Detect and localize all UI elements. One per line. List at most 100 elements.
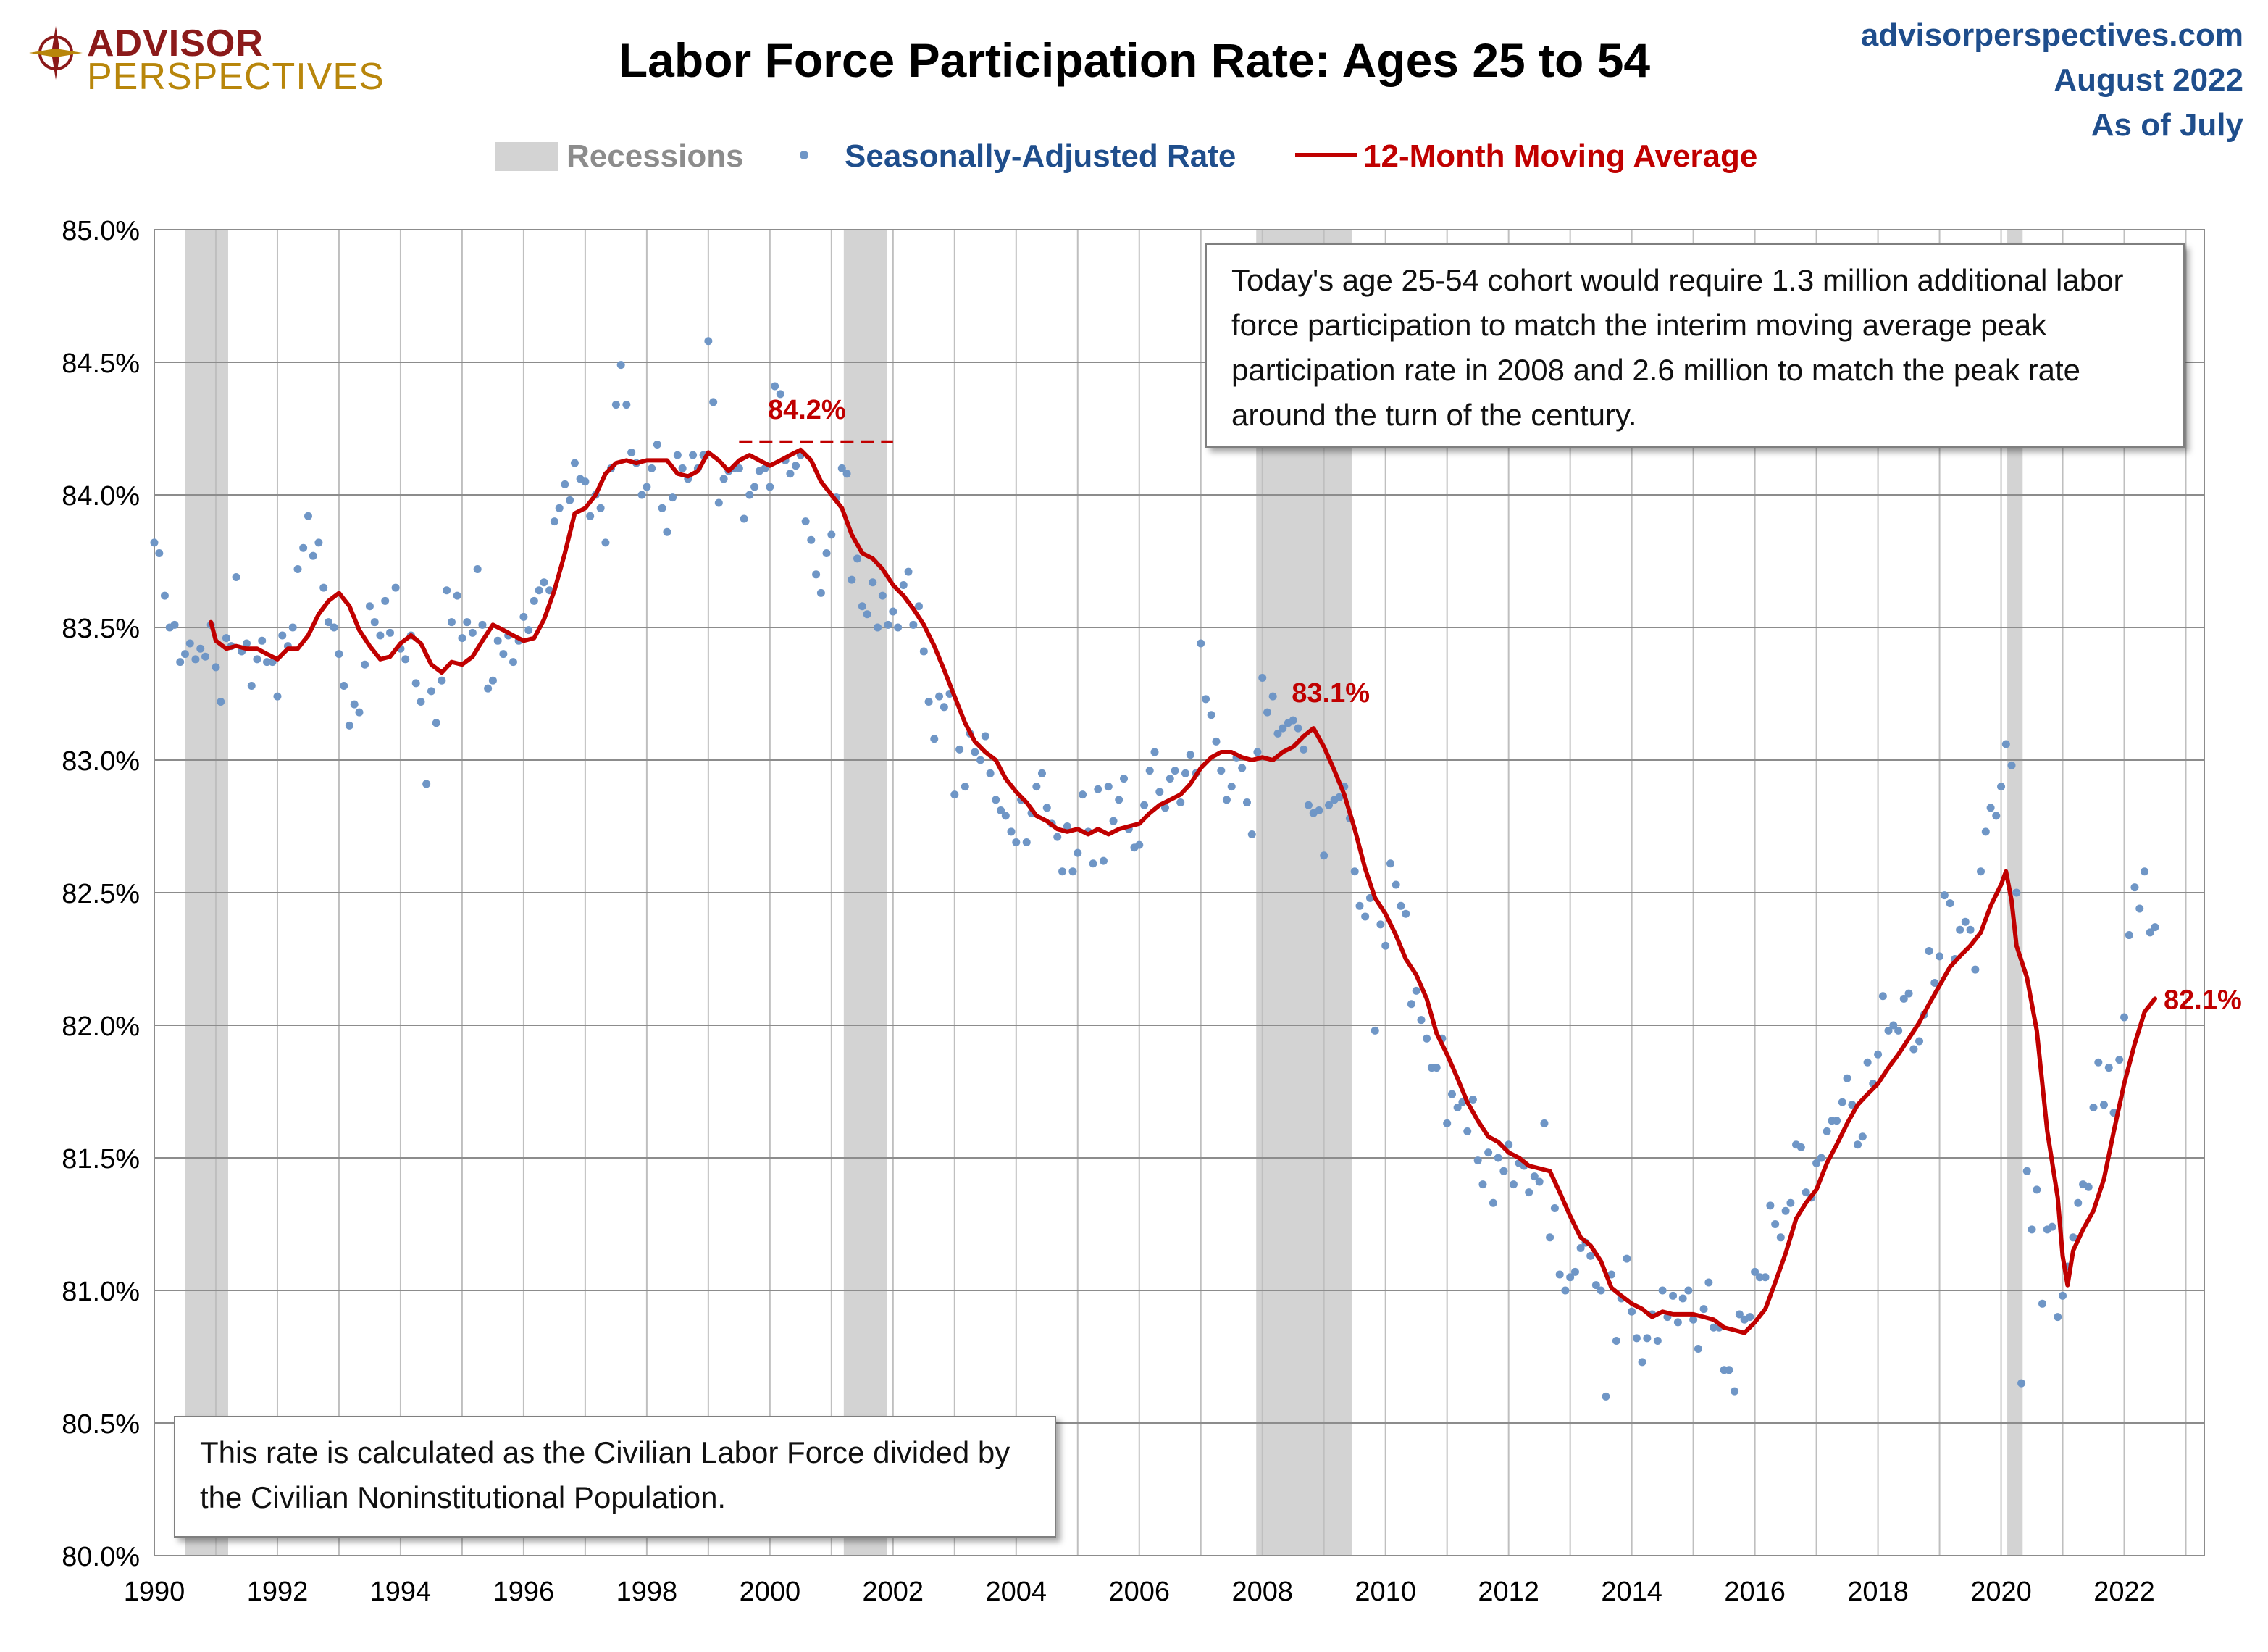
data-point [1371,1026,1379,1035]
y-tick-label: 82.5% [62,879,140,909]
data-point [2151,923,2159,932]
data-point [950,790,959,799]
data-point [653,440,661,449]
data-point [478,620,487,629]
data-point [915,602,924,611]
data-point [1432,1064,1441,1072]
data-point [1986,804,1995,812]
data-point [971,748,979,756]
data-point [453,591,461,600]
data-point [1468,1095,1477,1104]
data-point [1058,867,1067,876]
data-point [1854,1140,1862,1149]
data-point [663,527,671,536]
data-point [365,602,374,611]
data-point [1628,1307,1636,1316]
data-point [180,650,189,659]
data-point [2007,761,2016,769]
data-point [1109,817,1118,825]
data-point [648,464,656,472]
data-point [1838,1098,1846,1106]
data-point [1591,1281,1600,1290]
data-point [1294,724,1302,733]
data-point [1120,775,1129,783]
data-point [376,631,385,640]
data-point [176,658,185,667]
data-point [1505,1140,1513,1149]
data-point [766,483,774,491]
data-point [1735,1310,1744,1319]
annotation-label-2008: 83.1% [1292,678,1370,709]
data-point [1761,1273,1770,1282]
data-point [232,572,240,581]
annotation-label-2022: 82.1% [2164,985,2242,1015]
data-point [1104,783,1113,791]
moving-average-line [209,447,2157,1335]
data-point [540,578,548,587]
data-point [837,464,846,472]
data-point [1453,1103,1462,1111]
data-point [1704,1278,1713,1287]
data-point [884,620,892,629]
data-point [1355,901,1364,910]
source-website: advisorperspectives.com [1860,17,2243,53]
y-tick-label: 81.0% [62,1277,140,1307]
data-point [273,692,282,701]
data-point [745,491,754,499]
data-point [1576,1243,1585,1252]
y-tick-label: 81.5% [62,1144,140,1175]
data-point [150,538,159,547]
data-point [1217,767,1226,775]
x-tick-label: 2002 [863,1577,924,1607]
data-point [940,703,948,712]
data-point [2017,1379,2026,1388]
data-point [1638,1358,1646,1367]
data-point [222,634,230,643]
data-point [1473,1156,1482,1165]
data-point [1242,798,1251,807]
data-point [304,512,312,520]
data-point [1186,751,1194,759]
data-point [904,567,913,576]
data-point [2125,931,2133,940]
data-point [422,780,431,788]
brand-name: ADVISOR [87,22,264,64]
data-point [2059,1291,2067,1300]
data-point [992,796,1000,804]
data-point [1653,1337,1662,1346]
data-point [643,483,651,491]
data-point [1145,767,1154,775]
data-point [309,551,317,560]
x-tick-label: 2014 [1601,1577,1662,1607]
data-point [704,337,713,346]
data-point [2038,1299,2046,1308]
data-point [801,517,810,526]
data-point [1289,716,1297,725]
data-point [185,639,194,648]
data-point [961,783,969,791]
data-point [2012,888,2021,897]
data-point [1350,867,1359,876]
data-point [432,719,440,727]
data-point [1725,1366,1733,1374]
data-point [1586,1251,1595,1260]
data-point [1381,941,1390,950]
data-point [581,477,590,486]
source-date: August 2022 [2054,62,2243,98]
data-point [1115,796,1123,804]
data-point [253,655,261,664]
data-point [1781,1206,1790,1215]
data-point [1068,867,1077,876]
data-point [1202,695,1210,704]
data-point [1684,1286,1693,1295]
data-point [524,626,533,635]
data-point [212,663,220,672]
data-point [1499,1167,1508,1175]
data-point [1263,708,1272,717]
data-point [1001,812,1010,820]
data-point [1140,801,1149,809]
data-point [299,543,308,552]
data-point [1878,992,1887,1001]
data-point [1150,748,1159,756]
data-point [443,586,451,595]
